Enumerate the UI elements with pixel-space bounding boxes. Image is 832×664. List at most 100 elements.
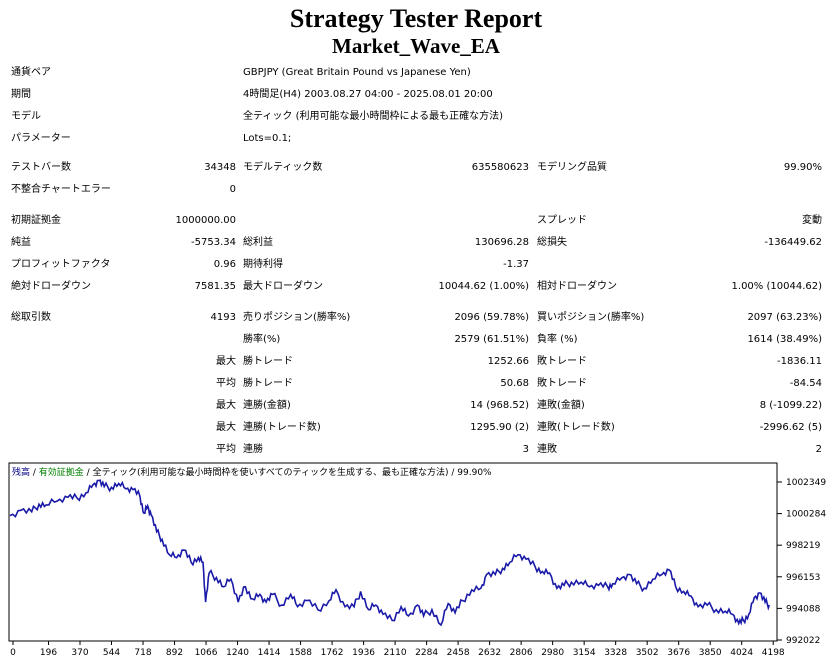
quality-value: 99.90%	[783, 162, 822, 173]
pf-label: プロフィットファクタ	[11, 259, 111, 270]
svg-text:残高 / 有効証拠金 / 全ティック(利用可能な最小時間枠を: 残高 / 有効証拠金 / 全ティック(利用可能な最小時間枠を使いすべてのティック…	[12, 466, 492, 478]
x-tick-label: 3676	[667, 648, 690, 658]
avg-win-label: 勝トレード	[243, 378, 293, 389]
x-tick-label: 2458	[447, 648, 470, 658]
symbol-label: 通貨ペア	[11, 67, 51, 78]
x-tick-label: 1066	[195, 648, 218, 658]
max2-label: 最大	[216, 400, 236, 411]
reldd-label: 相対ドローダウン	[537, 281, 617, 292]
win-label: 勝率(%)	[243, 334, 281, 345]
period-value: 4時間足(H4) 2003.08.27 04:00 - 2025.08.01 2…	[243, 89, 493, 100]
cons-lossn-value: -2996.62 (5)	[759, 422, 822, 433]
largest-win-value: 1252.66	[487, 356, 529, 367]
y-tick-label: 998219	[786, 541, 821, 551]
short-label: 売りポジション(勝率%)	[243, 312, 351, 323]
absdd-label: 絶対ドローダウン	[11, 281, 91, 292]
x-tick-label: 196	[40, 648, 57, 658]
x-tick-label: 718	[134, 648, 151, 658]
y-tick-label: 994088	[786, 604, 821, 614]
symbol-value: GBPJPY (Great Britain Pound vs Japanese …	[243, 67, 471, 78]
legend-sep-2: /	[84, 468, 93, 478]
model-label: モデル	[11, 111, 41, 122]
short-value: 2096 (59.78%)	[454, 312, 529, 323]
spread-value: 変動	[802, 215, 822, 226]
ticks-label: モデルティック数	[243, 162, 323, 173]
cons-loss-money-value: 8 (-1099.22)	[759, 400, 822, 411]
avg1-label: 平均	[216, 378, 236, 389]
plot-area	[8, 462, 778, 642]
x-tick-label: 1240	[226, 648, 249, 658]
x-tick-label: 4198	[762, 648, 785, 658]
avg-loss-value: -84.54	[789, 378, 822, 389]
netprofit-value: -5753.34	[191, 237, 236, 248]
cons-profit-value: 1295.90 (2)	[470, 422, 529, 433]
x-tick-label: 3502	[636, 648, 659, 658]
legend-quality: 99.90%	[457, 468, 492, 478]
maxdd-label: 最大ドローダウン	[243, 281, 323, 292]
balance-chart-svg: 残高 / 有効証拠金 / 全ティック(利用可能な最小時間枠を使いすべてのティック…	[8, 462, 826, 658]
cons-loss-money-label: 連敗(金額)	[537, 400, 585, 411]
model-value: 全ティック (利用可能な最小時間枠による最も正確な方法)	[243, 111, 504, 122]
x-tick-label: 1762	[321, 648, 344, 658]
params-label: パラメーター	[11, 133, 71, 144]
avg-cons-win-label: 連勝	[243, 444, 263, 455]
long-label: 買いポジション(勝率%)	[537, 312, 645, 323]
avg-cons-loss-label: 連敗	[537, 444, 557, 455]
expected-value: -1.37	[503, 259, 529, 270]
x-tick-label: 0	[10, 648, 16, 658]
legend-equity: 有効証拠金	[39, 466, 84, 478]
avg-loss-label: 敗トレード	[537, 378, 587, 389]
x-tick-label: 1414	[258, 648, 281, 658]
ea-name: Market_Wave_EA	[332, 34, 500, 58]
trades-label: 総取引数	[11, 312, 51, 323]
mismatch-value: 0	[229, 184, 236, 195]
cons-profit-label: 連勝(トレード数)	[243, 422, 321, 433]
avg-cons-loss-value: 2	[815, 444, 822, 455]
cons-lossn-label: 連敗(トレード数)	[537, 422, 615, 433]
x-tick-label: 2284	[415, 648, 438, 658]
quality-label: モデリング品質	[537, 162, 607, 173]
x-tick-label: 544	[103, 648, 120, 658]
deposit-value: 1000000.00	[175, 215, 236, 226]
absdd-value: 7581.35	[194, 281, 236, 292]
x-tick-label: 1936	[352, 648, 375, 658]
report-title: Strategy Tester Report	[289, 4, 543, 33]
x-tick-label: 2110	[384, 648, 407, 658]
max3-label: 最大	[216, 422, 236, 433]
legend-sep-3: /	[449, 468, 458, 478]
grossprofit-value: 130696.28	[474, 237, 529, 248]
x-tick-label: 2980	[541, 648, 564, 658]
trades-value: 4193	[210, 312, 236, 323]
largest-win-label: 勝トレード	[243, 356, 293, 367]
cons-wins-money-label: 連勝(金額)	[243, 400, 291, 411]
win-value: 2579 (61.51%)	[454, 334, 529, 345]
grossloss-value: -136449.62	[764, 237, 822, 248]
grossloss-label: 総損失	[537, 237, 567, 248]
x-tick-label: 4024	[730, 648, 753, 658]
netprofit-label: 純益	[11, 237, 31, 248]
expected-label: 期待利得	[243, 259, 283, 270]
loss-value: 1614 (38.49%)	[747, 334, 822, 345]
max1-label: 最大	[216, 356, 236, 367]
x-tick-label: 3154	[573, 648, 596, 658]
bars-label: テストバー数	[11, 162, 71, 173]
grossprofit-label: 総利益	[243, 237, 273, 248]
bars-value: 34348	[204, 162, 236, 173]
avg-win-value: 50.68	[500, 378, 529, 389]
deposit-label: 初期証拠金	[11, 215, 61, 226]
maxdd-value: 10044.62 (1.00%)	[438, 281, 529, 292]
avg2-label: 平均	[216, 444, 236, 455]
x-tick-label: 892	[166, 648, 183, 658]
balance-series-line	[9, 479, 771, 627]
balance-chart: 残高 / 有効証拠金 / 全ティック(利用可能な最小時間枠を使いすべてのティック…	[8, 462, 826, 658]
mismatch-label: 不整合チャートエラー	[11, 184, 111, 195]
legend-model: 全ティック(利用可能な最小時間枠を使いすべてのティックを生成する、最も正確な方法…	[93, 466, 449, 478]
pf-value: 0.96	[213, 259, 236, 270]
long-value: 2097 (63.23%)	[747, 312, 822, 323]
x-tick-label: 370	[71, 648, 88, 658]
largest-loss-label: 敗トレード	[537, 356, 587, 367]
ticks-value: 635580623	[471, 162, 529, 173]
y-tick-label: 1000284	[786, 510, 826, 520]
x-tick-label: 2632	[478, 648, 501, 658]
legend-balance: 残高	[12, 466, 30, 478]
